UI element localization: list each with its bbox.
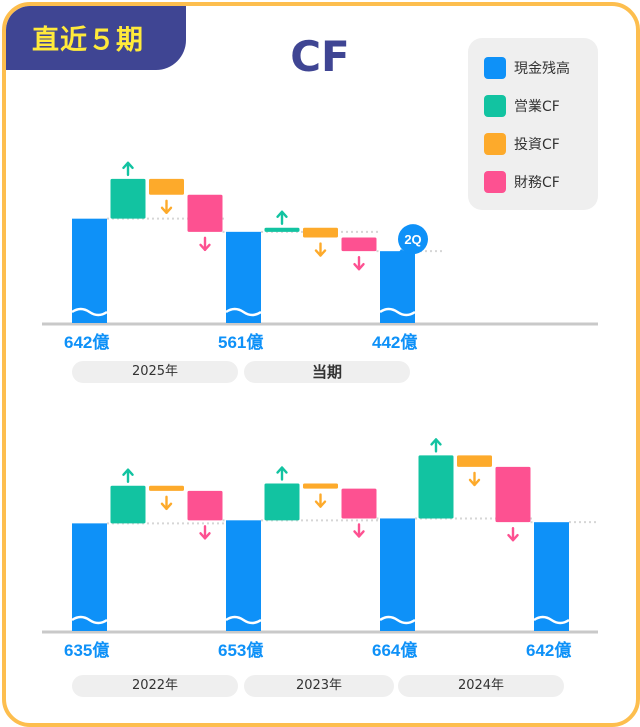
cash-bar-break xyxy=(225,307,262,317)
investing-cf-bar xyxy=(149,178,184,195)
cash-label: 642億 xyxy=(64,332,109,352)
chart-title: CF xyxy=(290,32,350,81)
quarter-badge xyxy=(398,224,428,255)
financial-down-arrow-icon xyxy=(199,525,211,540)
legend-label-cash: 現金残高 xyxy=(514,61,570,77)
investing-down-arrow-icon xyxy=(314,493,327,508)
cash-bar xyxy=(226,231,261,323)
period-pill-2023: 2023年 xyxy=(244,675,394,697)
legend-swatch-financial xyxy=(484,171,506,193)
investing-cf-bar xyxy=(457,455,492,467)
financial-down-arrow-icon xyxy=(353,255,365,271)
operating-up-arrow-icon xyxy=(430,438,442,453)
financial-cf-bar xyxy=(495,466,531,523)
cash-label: 653億 xyxy=(218,640,263,660)
cash-bar-break xyxy=(71,307,108,317)
cash-bar-break xyxy=(379,615,416,625)
cash-bar xyxy=(534,522,569,631)
cash-label: 561億 xyxy=(218,332,263,352)
legend-label-financial: 財務CF xyxy=(514,175,560,191)
financial-cf-bar xyxy=(187,490,223,521)
legend-label-investing: 投資CF xyxy=(514,137,560,153)
financial-down-arrow-icon xyxy=(507,526,519,542)
financial-cf-bar xyxy=(341,237,377,252)
cash-bar xyxy=(72,218,107,323)
financial-down-arrow-icon xyxy=(353,523,365,538)
cash-bar xyxy=(380,518,415,631)
operating-cf-bar xyxy=(110,485,146,524)
legend-swatch-cash xyxy=(484,57,506,79)
operating-up-arrow-icon xyxy=(276,210,288,225)
operating-up-arrow-icon xyxy=(122,161,134,177)
period-pill-2025: 2025年 xyxy=(72,361,238,383)
cash-label: 635億 xyxy=(64,640,109,660)
cash-label: 442億 xyxy=(372,332,417,352)
operating-cf-bar xyxy=(264,483,300,521)
operating-up-arrow-icon xyxy=(122,468,134,483)
financial-down-arrow-icon xyxy=(199,236,211,252)
cash-label: 642億 xyxy=(526,640,571,660)
investing-down-arrow-icon xyxy=(160,495,173,511)
cash-bar-break xyxy=(379,307,416,317)
operating-cf-bar xyxy=(264,227,300,232)
period-pill-2022: 2022年 xyxy=(72,675,238,697)
operating-cf-bar xyxy=(110,178,146,219)
financial-cf-bar xyxy=(187,194,223,232)
legend: 現金残高 営業CF 投資CF 財務CF xyxy=(468,38,598,210)
legend-label-operating: 営業CF xyxy=(514,99,560,115)
legend-swatch-investing xyxy=(484,133,506,155)
operating-up-arrow-icon xyxy=(276,466,288,481)
legend-swatch-operating xyxy=(484,95,506,117)
financial-cf-bar xyxy=(341,488,377,519)
cash-bar xyxy=(72,523,107,631)
cash-bar-break xyxy=(71,615,108,625)
period-pill-2024: 2024年 xyxy=(398,675,564,697)
cash-bar-break xyxy=(225,615,262,625)
investing-cf-bar xyxy=(303,483,338,489)
period-pill-current: 当期 xyxy=(244,361,410,383)
investing-cf-bar xyxy=(303,227,338,238)
cash-bar-break xyxy=(533,615,570,625)
investing-down-arrow-icon xyxy=(314,242,327,257)
quarter-badge-label: 2Q xyxy=(404,232,421,247)
investing-down-arrow-icon xyxy=(468,471,481,487)
investing-cf-bar xyxy=(149,485,184,491)
quarter-badge-tail xyxy=(397,249,406,256)
period-badge: 直近５期 xyxy=(6,6,186,70)
operating-cf-bar xyxy=(418,455,454,519)
cash-bar xyxy=(226,520,261,631)
cash-label: 664億 xyxy=(372,640,417,660)
period-badge-label: 直近５期 xyxy=(32,25,144,56)
investing-down-arrow-icon xyxy=(160,199,173,214)
